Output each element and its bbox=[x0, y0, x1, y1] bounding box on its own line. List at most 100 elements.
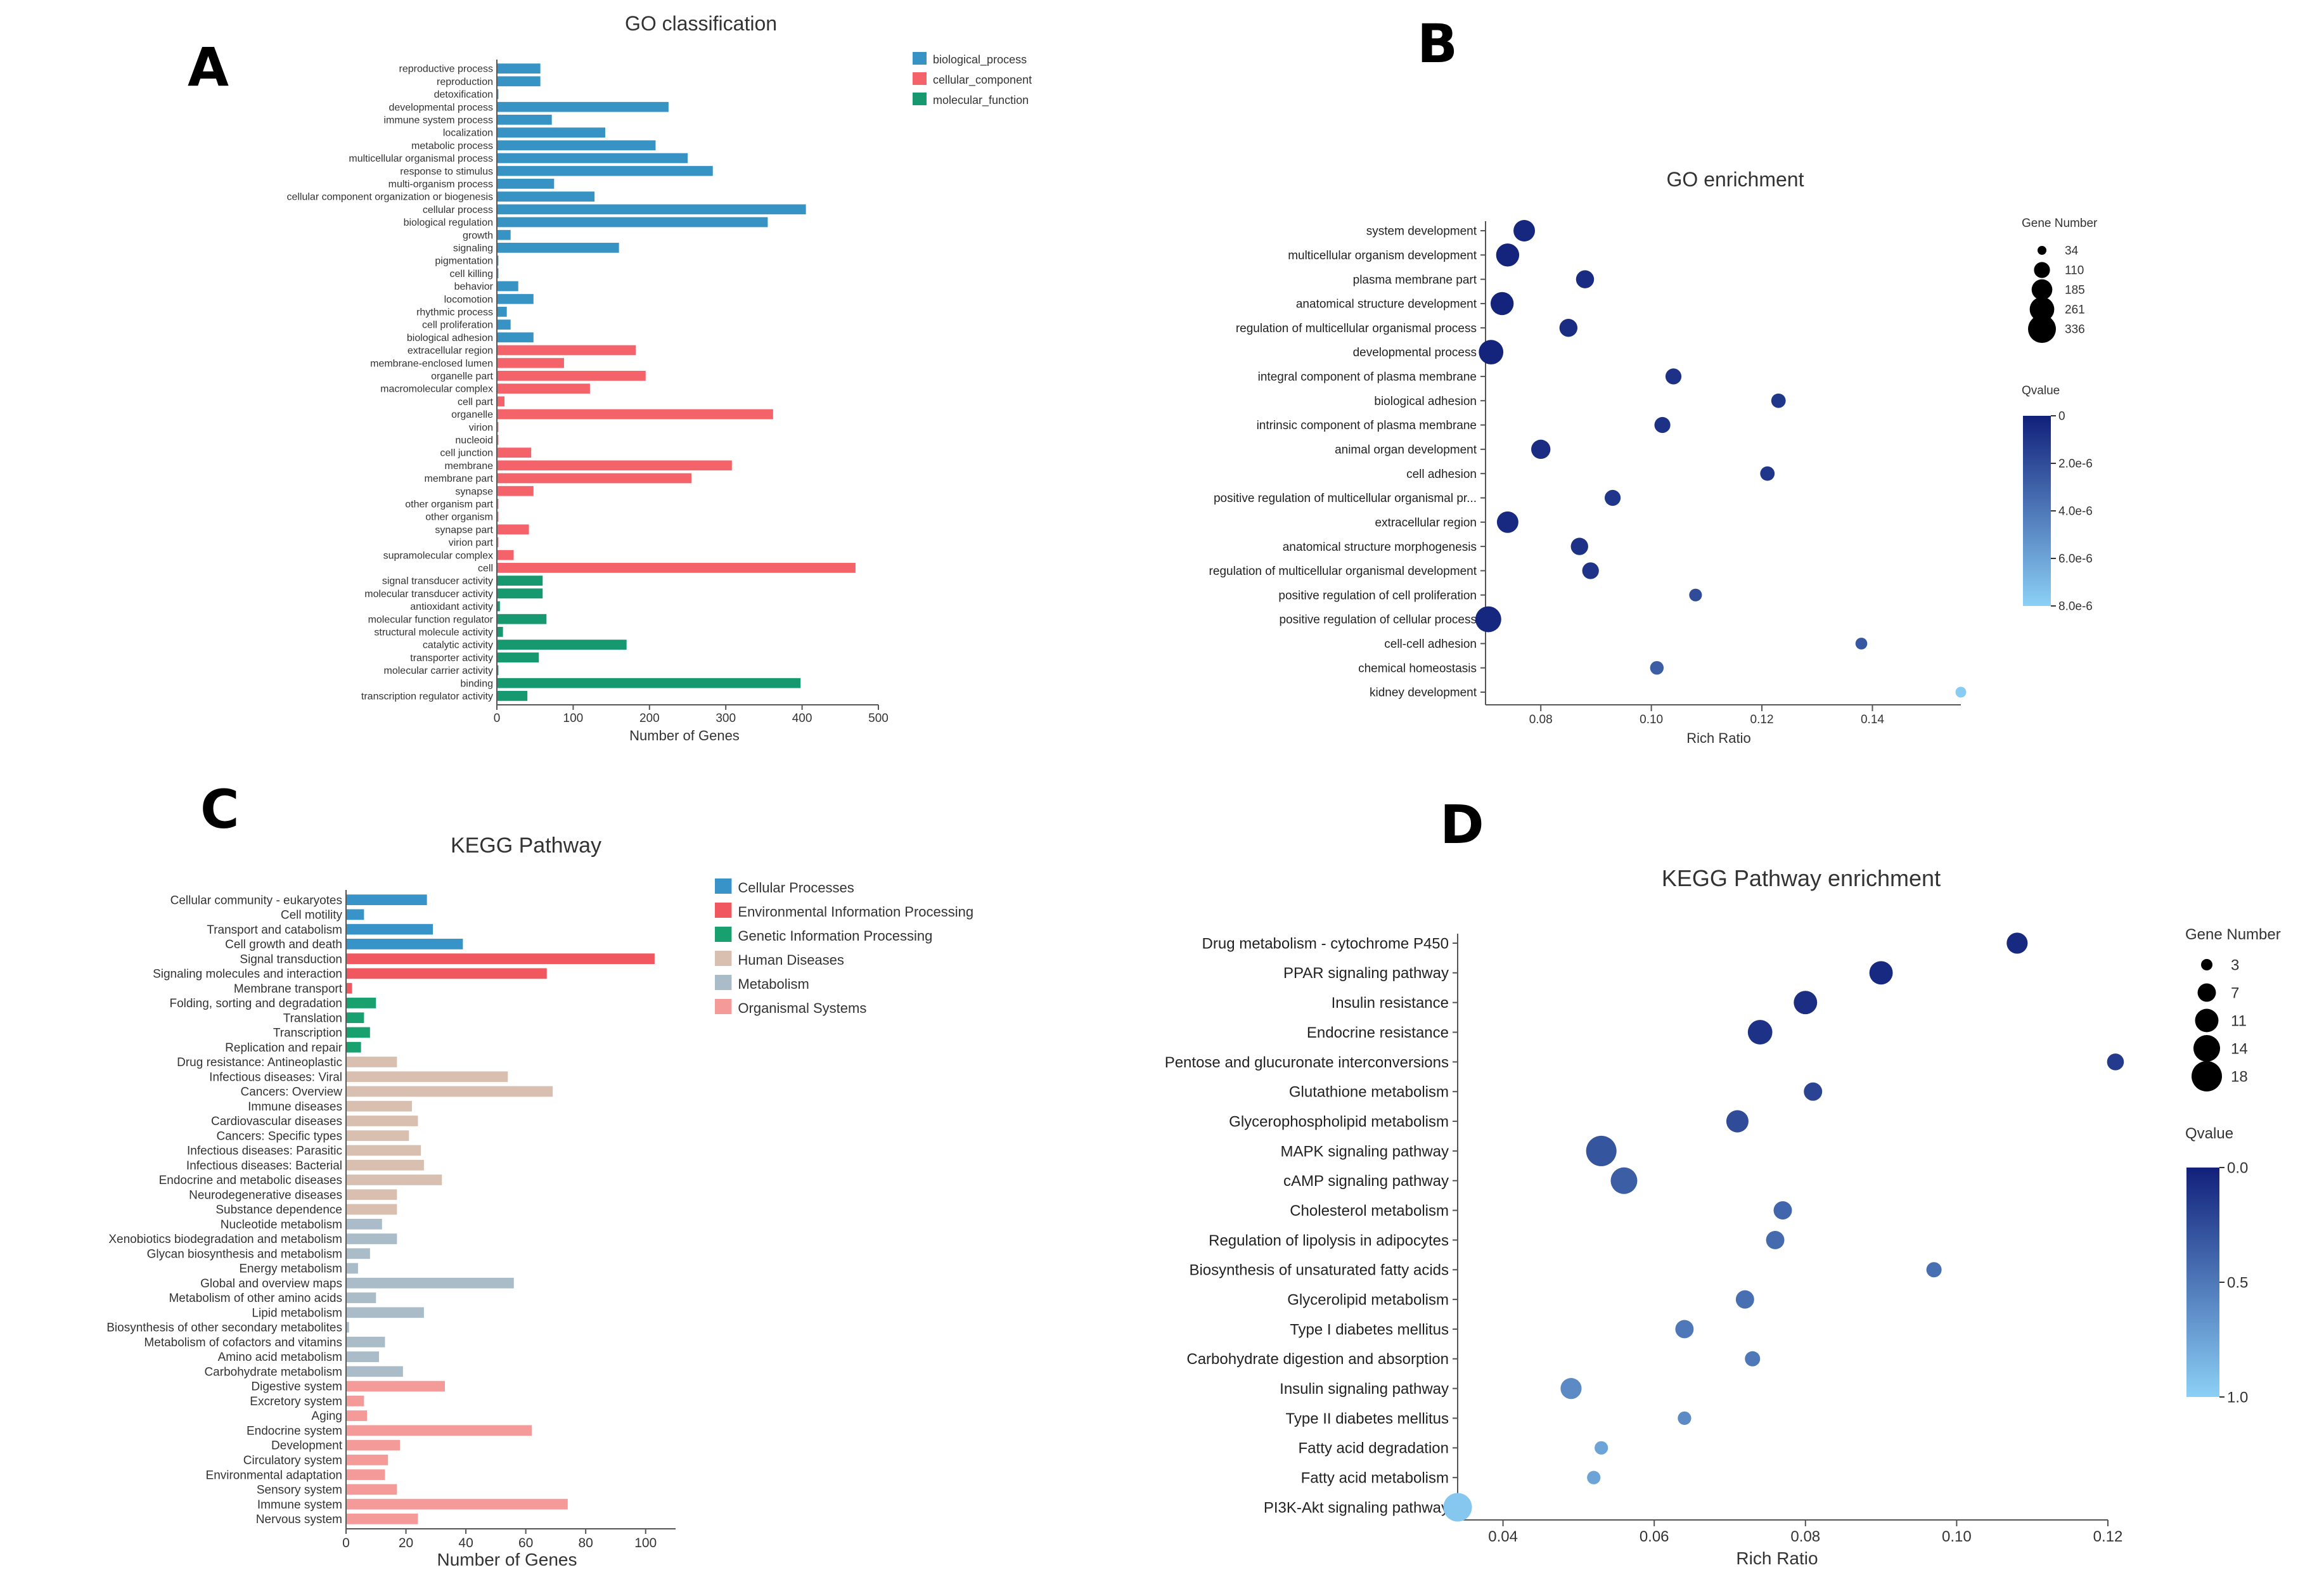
chart-b-color-legend-title: Qvalue bbox=[2022, 384, 2060, 397]
category-label: transcription regulator activity bbox=[361, 692, 493, 702]
size-legend-dot bbox=[2193, 1034, 2221, 1062]
category-label: pigmentation bbox=[435, 256, 493, 267]
category-label: Substance dependence bbox=[215, 1204, 342, 1217]
bar-energy-metabolism bbox=[346, 1263, 358, 1274]
bar-metabolism-of-cofactors-and-vitamins bbox=[346, 1336, 385, 1348]
bar-immune-system-process bbox=[497, 115, 552, 125]
point-glycerolipid-metabolism bbox=[1735, 1290, 1754, 1309]
bar-catalytic-activity bbox=[497, 640, 627, 650]
colorbar-tick-label: 2.0e-6 bbox=[2058, 458, 2093, 471]
category-label: synapse bbox=[455, 486, 493, 497]
bar-immune-diseases bbox=[346, 1100, 412, 1112]
bar-immune-system bbox=[346, 1498, 568, 1510]
bar-cell-part bbox=[497, 396, 505, 407]
category-label: Cell motility bbox=[281, 909, 343, 922]
term-label: Glycerophospholipid metabolism bbox=[1229, 1113, 1449, 1130]
point-ppar-signaling-pathway bbox=[1869, 961, 1893, 985]
bar-molecular-carrier-activity bbox=[497, 665, 499, 676]
bar-synapse bbox=[497, 486, 534, 496]
point-plasma-membrane-part bbox=[1576, 270, 1595, 288]
term-label: Biosynthesis of unsaturated fatty acids bbox=[1189, 1262, 1449, 1279]
bar-behavior bbox=[497, 281, 518, 292]
point-regulation-of-lipolysis-in-adipocytes bbox=[1766, 1230, 1785, 1249]
colorbar-tick-label: 4.0e-6 bbox=[2058, 505, 2093, 518]
chart-d-plot: Drug metabolism - cytochrome P450 PPAR si… bbox=[1165, 932, 2248, 1545]
term-label: plasma membrane part bbox=[1353, 273, 1477, 286]
category-label: Neurodegenerative diseases bbox=[189, 1188, 342, 1202]
term-label: cAMP signaling pathway bbox=[1283, 1173, 1449, 1190]
panel-label-d: D bbox=[1440, 794, 1484, 856]
category-label: binding bbox=[460, 678, 493, 689]
term-label: positive regulation of multicellular org… bbox=[1214, 492, 1477, 505]
category-label: growth bbox=[463, 230, 493, 241]
bar-aging bbox=[346, 1410, 368, 1421]
category-label: Sensory system bbox=[257, 1484, 342, 1497]
size-legend-label: 34 bbox=[2065, 245, 2079, 258]
term-label: biological adhesion bbox=[1374, 395, 1477, 408]
category-label: cellular component organization or bioge… bbox=[286, 192, 493, 203]
bar-transcription-regulator-activity bbox=[497, 691, 528, 701]
category-label: structural molecule activity bbox=[374, 627, 493, 638]
category-label: reproductive process bbox=[399, 64, 493, 75]
point-biosynthesis-of-unsaturated-fatty-acids bbox=[1926, 1262, 1942, 1278]
bar-structural-molecule-activity bbox=[497, 627, 503, 637]
bar-xenobiotics-biodegradation-and-metabolism bbox=[346, 1233, 397, 1244]
size-legend-label: 14 bbox=[2231, 1040, 2248, 1057]
legend-swatch-biological-process bbox=[913, 52, 927, 65]
bar-molecular-function-regulator bbox=[497, 614, 547, 624]
term-label: positive regulation of cellular process bbox=[1279, 614, 1477, 627]
category-label: Cardiovascular diseases bbox=[211, 1115, 342, 1128]
category-label: molecular carrier activity bbox=[384, 666, 493, 676]
point-biological-adhesion bbox=[1771, 393, 1786, 408]
size-legend-label: 110 bbox=[2065, 264, 2084, 278]
colorbar-tick-label: 8.0e-6 bbox=[2058, 600, 2093, 614]
term-label: anatomical structure development bbox=[1296, 298, 1477, 311]
category-label: Energy metabolism bbox=[239, 1263, 342, 1276]
bar-transporter-activity bbox=[497, 652, 539, 663]
category-label: membrane-enclosed lumen bbox=[370, 358, 493, 369]
panel-label-c: C bbox=[200, 778, 240, 840]
bar-nucleoid bbox=[497, 435, 499, 445]
legend-swatch-genetic-information-processing bbox=[715, 927, 732, 942]
category-label: organelle part bbox=[431, 371, 493, 382]
term-label: regulation of multicellular organismal p… bbox=[1236, 322, 1477, 335]
bar-infectious-diseases-parasitic bbox=[346, 1145, 421, 1156]
point-cholesterol-metabolism bbox=[1773, 1201, 1792, 1220]
bar-cell-growth-and-death bbox=[346, 939, 463, 949]
bar-cellular-component-organization-or-biogenesis bbox=[497, 191, 595, 202]
category-label: nucleoid bbox=[455, 435, 493, 446]
bar-infectious-diseases-viral bbox=[346, 1071, 508, 1083]
category-label: response to stimulus bbox=[400, 166, 493, 177]
bar-substance-dependence bbox=[346, 1204, 397, 1215]
bar-biological-adhesion bbox=[497, 332, 534, 343]
point-type-ii-diabetes-mellitus bbox=[1678, 1411, 1692, 1425]
category-label: membrane part bbox=[425, 473, 494, 484]
point-animal-organ-development bbox=[1531, 439, 1551, 460]
bar-transcription bbox=[346, 1027, 370, 1038]
bar-multicellular-organismal-process bbox=[497, 153, 688, 164]
point-regulation-of-multicellular-organismal-process bbox=[1559, 319, 1578, 337]
category-label: transporter activity bbox=[410, 653, 493, 664]
category-label: Membrane transport bbox=[234, 982, 343, 996]
point-positive-regulation-of-multicellular-organismal-pr bbox=[1604, 489, 1621, 506]
category-label: antioxidant activity bbox=[410, 602, 493, 612]
bar-reproductive-process bbox=[497, 63, 541, 74]
term-label: Drug metabolism - cytochrome P450 bbox=[1202, 935, 1449, 952]
bar-cell-proliferation bbox=[497, 319, 511, 330]
category-label: cellular process bbox=[423, 205, 493, 216]
category-label: biological regulation bbox=[404, 217, 493, 228]
category-label: metabolic process bbox=[411, 141, 493, 151]
term-label: cell-cell adhesion bbox=[1384, 638, 1477, 651]
legend-label: Cellular Processes bbox=[738, 880, 854, 896]
term-label: extracellular region bbox=[1375, 516, 1477, 529]
chart-d-title: KEGG Pathway enrichment bbox=[1662, 865, 1941, 891]
x-tick-label: 0.08 bbox=[1790, 1528, 1820, 1545]
term-label: Type I diabetes mellitus bbox=[1290, 1321, 1449, 1338]
bar-cell bbox=[497, 563, 856, 573]
point-endocrine-resistance bbox=[1747, 1020, 1773, 1045]
category-label: Infectious diseases: Viral bbox=[209, 1071, 342, 1084]
bar-sensory-system bbox=[346, 1484, 397, 1495]
chart-a-title: GO classification bbox=[625, 12, 777, 35]
category-label: multicellular organismal process bbox=[349, 153, 493, 164]
